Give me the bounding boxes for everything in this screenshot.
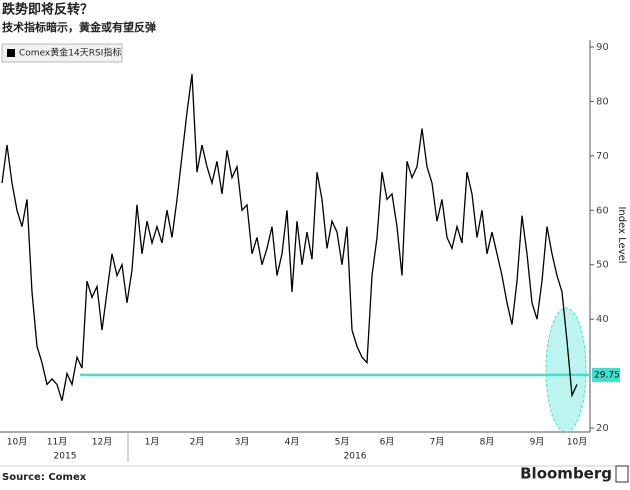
- y-tick-label: 60: [596, 205, 609, 216]
- y-tick-label: 20: [596, 423, 609, 434]
- y-tick-label: 90: [596, 42, 609, 53]
- x-tick-label: 6月: [380, 437, 395, 448]
- legend-box: [1, 43, 123, 63]
- brand: Bloomberg: [520, 465, 612, 483]
- y-axis-label: Index Level: [616, 206, 627, 263]
- x-tick-label: 12月: [92, 437, 112, 448]
- x-tick-label: 11月: [47, 437, 67, 448]
- chart-subtitle: 技术指标暗示，黄金或有望反弹: [2, 20, 156, 34]
- x-tick-label: 7月: [430, 437, 445, 448]
- reference-label-box: [592, 367, 620, 382]
- source: Source: Comex: [2, 472, 87, 483]
- x-tick-label: 1月: [145, 437, 160, 448]
- x-tick-label: 4月: [285, 437, 300, 448]
- legend-label: Comex黄金14天RSI指标: [19, 47, 121, 59]
- x-tick-label: 3月: [235, 437, 250, 448]
- chart-title: 跌势即将反转？: [2, 2, 93, 18]
- x-tick-label: 8月: [480, 437, 495, 448]
- year-label: 2016: [344, 452, 367, 462]
- y-tick-label: 40: [596, 314, 609, 325]
- y-tick-label: 50: [596, 260, 609, 271]
- y-tick-label: 80: [596, 96, 609, 107]
- x-tick-label: 10月: [7, 437, 27, 448]
- y-tick-label: 70: [596, 151, 609, 162]
- x-tick-label: 5月: [335, 437, 350, 448]
- series-line: [1, 74, 578, 401]
- highlight-ellipse: [545, 307, 587, 433]
- x-tick-label: 10月: [567, 437, 587, 448]
- x-tick-label: 2月: [190, 437, 205, 448]
- brand-icon: [615, 465, 629, 483]
- reference-label: 29.75: [594, 370, 620, 380]
- legend-swatch: [7, 49, 15, 57]
- x-tick-label: 9月: [530, 437, 545, 448]
- year-label: 2015: [54, 452, 77, 462]
